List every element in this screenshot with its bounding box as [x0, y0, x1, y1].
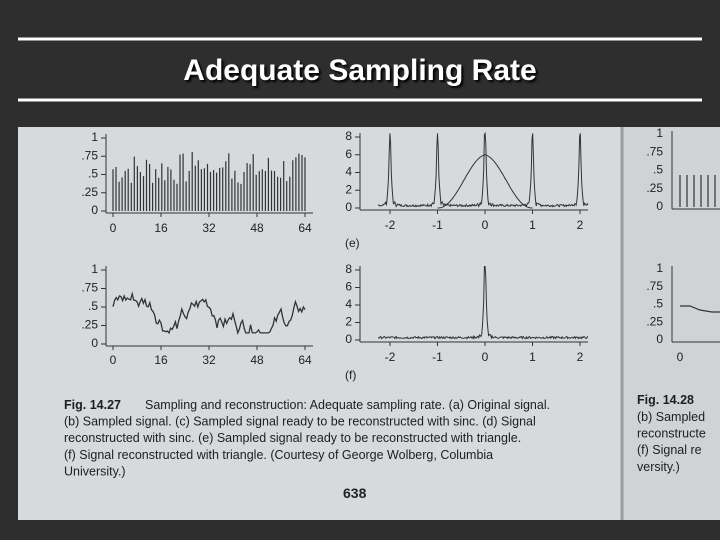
x-tick-label: -1	[432, 350, 443, 364]
side-y-tick-label: .75	[646, 279, 663, 293]
x-tick-label: 48	[250, 353, 264, 367]
x-tick-label: 48	[250, 221, 264, 235]
y-tick-label: .5	[88, 167, 98, 181]
y-tick-label: 2	[345, 315, 352, 329]
signal-trace	[377, 131, 589, 208]
x-tick-label: 0	[110, 353, 117, 367]
signal-trace	[112, 152, 306, 211]
side-caption-line: (f) Signal re	[637, 443, 702, 457]
x-tick-label: 2	[577, 350, 584, 364]
side-y-tick-label: .25	[646, 314, 663, 328]
side-figure-number: Fig. 14.28	[637, 393, 694, 407]
x-tick-label: 16	[154, 221, 168, 235]
panel-label: (f)	[345, 368, 356, 382]
y-tick-label: 6	[345, 147, 352, 161]
signal-trace	[377, 266, 589, 340]
side-caption-line: reconstructe	[637, 427, 706, 441]
figure-number: Fig. 14.27	[64, 398, 121, 412]
page-number: 638	[343, 485, 367, 501]
x-tick-label: 64	[298, 221, 312, 235]
x-tick-label: 16	[154, 353, 168, 367]
x-tick-label: 32	[202, 221, 216, 235]
x-tick-label: -2	[385, 218, 396, 232]
side-y-tick-label: .5	[653, 163, 663, 177]
y-tick-label: .75	[81, 281, 98, 295]
y-tick-label: 1	[91, 130, 98, 144]
x-tick-label: 0	[482, 218, 489, 232]
y-tick-label: .5	[88, 299, 98, 313]
y-tick-label: 6	[345, 280, 352, 294]
y-tick-label: 2	[345, 182, 352, 196]
y-tick-label: .25	[81, 318, 98, 332]
y-tick-label: 4	[345, 297, 352, 311]
caption-line: reconstructed with sinc. (e) Sampled sig…	[64, 431, 521, 445]
x-tick-label: 2	[577, 218, 584, 232]
side-y-tick-label: 1	[656, 126, 663, 140]
x-tick-label: 64	[298, 353, 312, 367]
side-caption-line: versity.)	[637, 460, 680, 474]
side-y-tick-label: .5	[653, 297, 663, 311]
slide-title: Adequate Sampling Rate	[183, 54, 536, 87]
caption-line: Sampling and reconstruction: Adequate sa…	[145, 398, 550, 412]
y-tick-label: .75	[81, 148, 98, 162]
side-y-tick-label: 1	[656, 261, 663, 275]
y-tick-label: 8	[345, 129, 352, 143]
side-caption-line: (b) Sampled	[637, 410, 705, 424]
y-tick-label: 8	[345, 262, 352, 276]
window-curve	[437, 154, 533, 209]
y-tick-label: 0	[345, 200, 352, 214]
x-tick-label: 1	[529, 218, 536, 232]
side-y-tick-label: 0	[656, 332, 663, 346]
y-tick-label: 0	[345, 332, 352, 346]
side-y-tick-label: .75	[646, 144, 663, 158]
y-tick-label: 0	[91, 203, 98, 217]
x-tick-label: -2	[385, 350, 396, 364]
x-tick-label: 32	[202, 353, 216, 367]
x-tick-label: -1	[432, 218, 443, 232]
x-tick-label: 1	[529, 350, 536, 364]
side-trace	[679, 175, 716, 207]
book-page-right	[622, 127, 720, 520]
side-x-tick-label: 0	[677, 350, 684, 364]
caption-line: (b) Sampled signal. (c) Sampled signal r…	[64, 415, 536, 429]
signal-trace	[112, 291, 306, 336]
side-y-tick-label: .25	[646, 181, 663, 195]
y-tick-label: 1	[91, 262, 98, 276]
caption-line: University.)	[64, 464, 126, 478]
y-tick-label: .25	[81, 185, 98, 199]
x-tick-label: 0	[110, 221, 117, 235]
y-tick-label: 0	[91, 336, 98, 350]
panel-label: (e)	[345, 236, 360, 250]
x-tick-label: 0	[482, 350, 489, 364]
side-y-tick-label: 0	[656, 199, 663, 213]
caption-line: (f) Signal reconstructed with triangle. …	[64, 448, 493, 462]
side-trace	[680, 305, 720, 313]
y-tick-label: 4	[345, 165, 352, 179]
